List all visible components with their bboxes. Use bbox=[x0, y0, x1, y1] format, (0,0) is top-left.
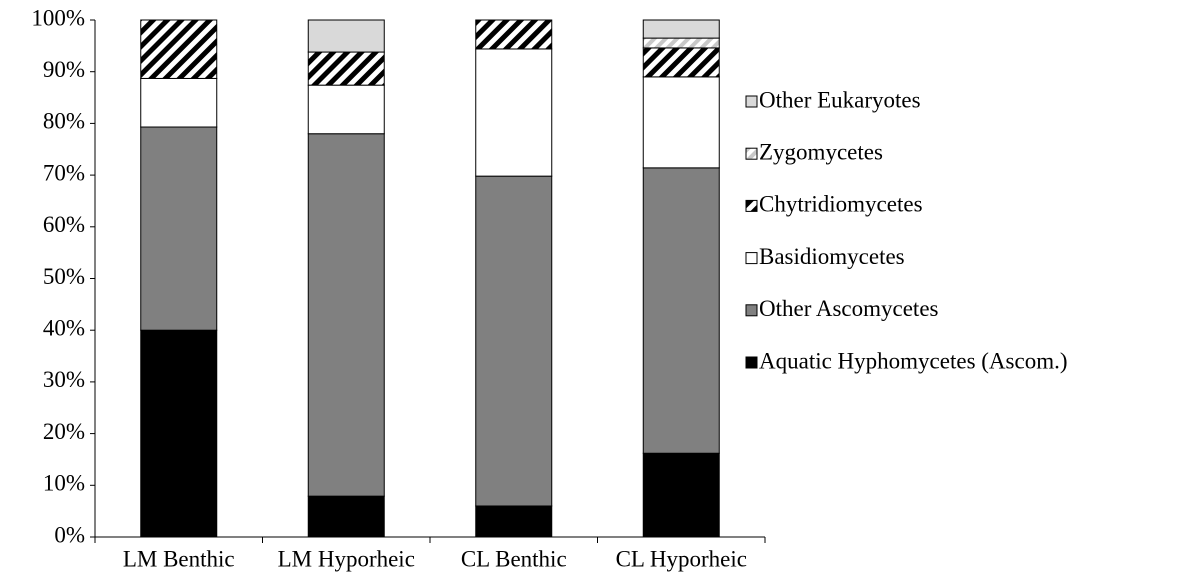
bar-segment bbox=[642, 167, 720, 454]
bar-segment bbox=[475, 505, 553, 538]
y-tick-label: 50% bbox=[43, 264, 85, 289]
bar-segment bbox=[307, 51, 385, 86]
x-tick-label: CL Benthic bbox=[461, 546, 567, 571]
y-tick-label: 70% bbox=[43, 160, 85, 185]
legend-swatch bbox=[745, 95, 758, 108]
y-tick-label: 100% bbox=[31, 5, 85, 30]
bar-segment bbox=[140, 77, 218, 128]
legend-swatch bbox=[745, 199, 758, 212]
bar-segment bbox=[140, 329, 218, 538]
bar-segment bbox=[140, 19, 218, 79]
x-tick-label: CL Hyporheic bbox=[616, 546, 747, 571]
bar-segment bbox=[642, 19, 720, 39]
bar-segment bbox=[475, 175, 553, 507]
bar-segment bbox=[475, 19, 553, 50]
legend-label: Other Eukaryotes bbox=[759, 87, 921, 112]
legend-swatch bbox=[745, 147, 758, 160]
y-tick-label: 60% bbox=[43, 212, 85, 237]
y-tick-label: 40% bbox=[43, 315, 85, 340]
legend-swatch bbox=[745, 252, 758, 265]
bar-segment bbox=[475, 48, 553, 177]
y-tick-label: 20% bbox=[43, 419, 85, 444]
bar-segment bbox=[307, 19, 385, 53]
bar-segment bbox=[307, 495, 385, 538]
bar-segment bbox=[307, 133, 385, 497]
bar-segment bbox=[642, 47, 720, 78]
bar-segment bbox=[307, 84, 385, 135]
legend-label: Other Ascomycetes bbox=[759, 296, 939, 321]
bar-segment bbox=[642, 76, 720, 169]
y-tick-label: 0% bbox=[54, 522, 85, 547]
bar-segment bbox=[642, 452, 720, 538]
bar-segment bbox=[140, 126, 218, 331]
x-tick-label: LM Hyporheic bbox=[278, 546, 415, 571]
bar-segment bbox=[642, 37, 720, 49]
legend-label: Aquatic Hyphomycetes (Ascom.) bbox=[759, 348, 1068, 373]
legend-swatch bbox=[745, 304, 758, 317]
y-tick-label: 30% bbox=[43, 367, 85, 392]
legend-label: Zygomycetes bbox=[759, 139, 883, 164]
y-tick-label: 10% bbox=[43, 471, 85, 496]
legend-swatch bbox=[745, 356, 758, 369]
y-tick-label: 90% bbox=[43, 57, 85, 82]
y-tick-label: 80% bbox=[43, 109, 85, 134]
legend-label: Basidiomycetes bbox=[759, 244, 905, 269]
legend-label: Chytridiomycetes bbox=[759, 192, 923, 217]
x-tick-label: LM Benthic bbox=[123, 546, 235, 571]
